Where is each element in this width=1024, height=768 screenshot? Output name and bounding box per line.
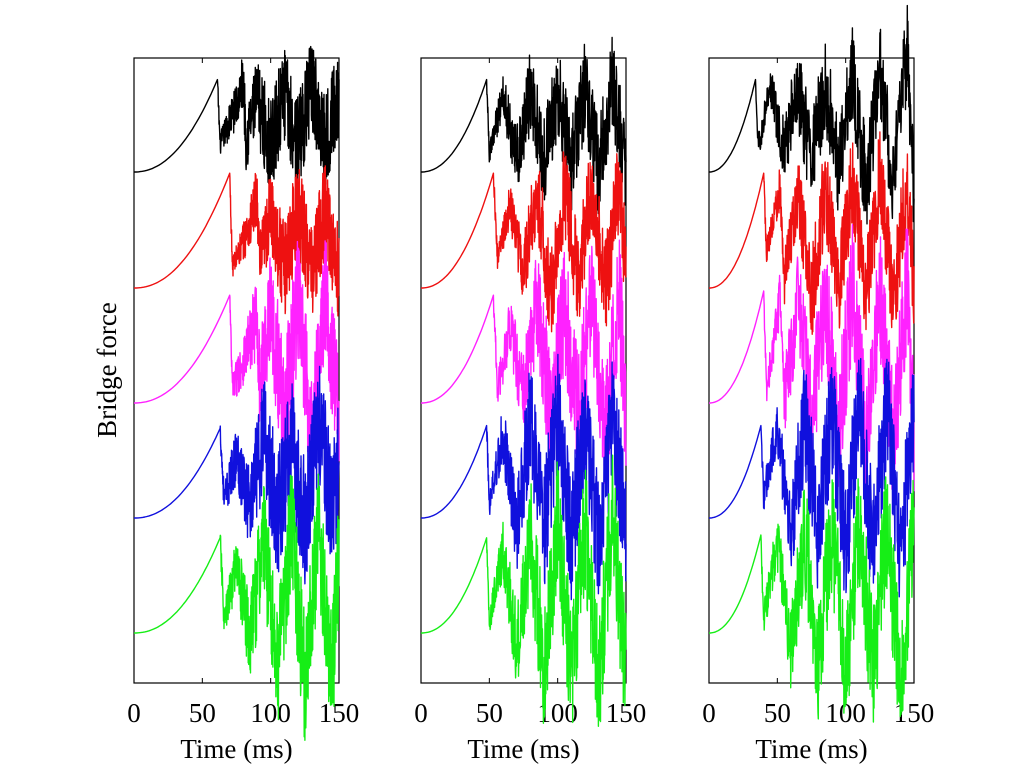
axes-frame [133,57,340,684]
series-line-trace-3 [421,239,627,484]
x-tick-label: 50 [189,698,216,728]
series-line-trace-1 [421,36,627,216]
series-line-trace-2 [709,131,915,335]
x-tick-label: 100 [250,698,291,728]
x-axis-label: Time (ms) [180,734,292,764]
x-tick-label: 0 [414,698,428,728]
series-line-trace-2 [421,151,627,333]
x-axis-label: Time (ms) [467,734,579,764]
y-axis-label: Bridge force [92,302,122,438]
series-line-trace-5 [709,476,915,723]
series-line-trace-4 [421,353,627,601]
x-tick-label: 50 [476,698,503,728]
series-line-trace-1 [709,4,915,225]
series-line-trace-1 [134,45,340,186]
series-line-trace-5 [421,454,627,727]
axes-frame [708,57,915,684]
x-tick-label: 0 [127,698,141,728]
x-tick-label: 150 [319,698,360,728]
x-tick-label: 150 [606,698,647,728]
x-tick-label: 0 [702,698,716,728]
series-line-trace-4 [134,365,340,585]
series-line-trace-2 [134,165,340,317]
x-axis-label: Time (ms) [755,734,867,764]
series-line-trace-5 [134,473,340,741]
series-line-trace-4 [709,358,915,598]
x-tick-label: 50 [764,698,791,728]
panel-left: 0 50 100 150 Time (ms) [127,45,360,764]
